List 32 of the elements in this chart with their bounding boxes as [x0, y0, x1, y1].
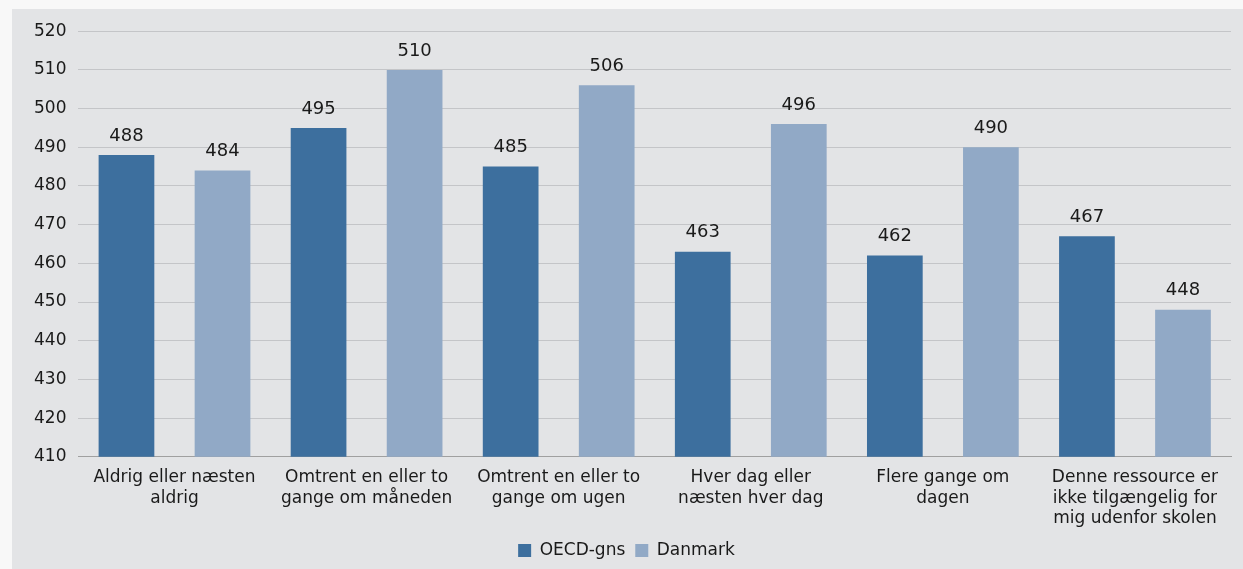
y-tick-label: 440	[33, 329, 67, 350]
y-tick-label: 480	[33, 174, 67, 195]
x-tick-label: Denne ressource er ikke tilgængelig for mig udenfor skolen	[1051, 466, 1219, 528]
x-tick-label: Omtrent en eller to gange om måneden	[280, 466, 453, 507]
y-tick-label: 510	[33, 58, 67, 79]
data-label: 496	[781, 92, 816, 114]
y-tick-label: 410	[33, 445, 67, 466]
x-tick-label: Aldrig eller næsten aldrig	[93, 466, 256, 507]
y-tick-label: 490	[33, 135, 67, 156]
x-tick-label: Hver dag eller næsten hver dag	[678, 466, 824, 507]
y-tick-label: 420	[33, 406, 67, 427]
data-label: 462	[877, 224, 913, 246]
y-tick-label: 470	[33, 213, 67, 234]
x-tick-label: Omtrent en eller to gange om ugen	[477, 466, 641, 507]
data-label: 488	[109, 123, 144, 145]
data-label: 484	[205, 139, 240, 161]
x-tick-label: Flere gange om dagen	[876, 466, 1010, 507]
data-label: 510	[397, 38, 432, 60]
legend-label: Danmark	[656, 538, 736, 559]
y-tick-label: 520	[33, 19, 67, 40]
y-tick-label: 450	[33, 290, 67, 311]
y-tick-label: 500	[33, 97, 67, 117]
data-label: 495	[301, 96, 336, 118]
data-label: 448	[1165, 278, 1201, 300]
data-label: 467	[1069, 204, 1105, 226]
legend-label: OECD-gns	[539, 538, 626, 559]
y-tick-label: 460	[33, 251, 67, 272]
data-label: 506	[589, 54, 624, 76]
data-label: 490	[973, 115, 1009, 137]
data-label: 463	[685, 220, 720, 242]
data-label: 485	[493, 135, 528, 157]
y-tick-label: 430	[33, 367, 67, 388]
